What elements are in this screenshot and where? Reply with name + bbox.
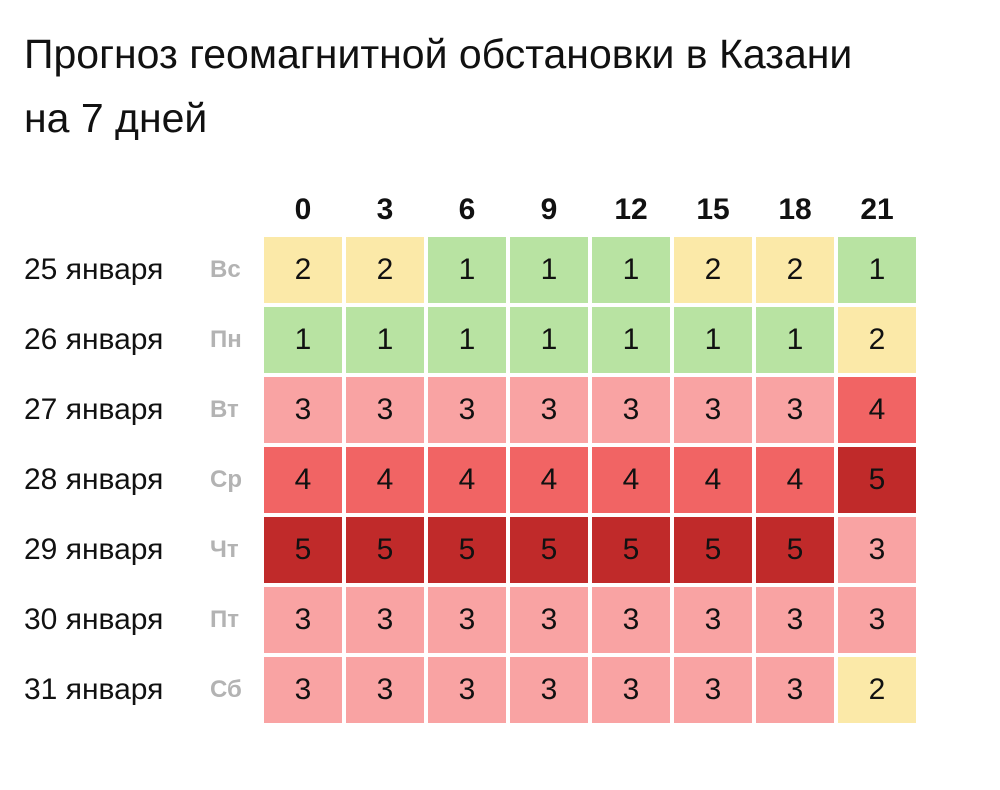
heatmap-cell: 5 — [838, 447, 916, 513]
heatmap-cell: 3 — [510, 657, 588, 723]
heatmap-cell: 4 — [674, 447, 752, 513]
hour-label: 9 — [540, 193, 558, 226]
heatmap-cell: 2 — [346, 237, 424, 303]
title-line-2: на 7 дней — [24, 95, 208, 141]
hour-label: 21 — [860, 193, 894, 226]
heatmap-cell: 3 — [592, 377, 670, 443]
heatmap-cell: 4 — [510, 447, 588, 513]
hour-label: 15 — [696, 193, 730, 226]
heatmap-cell: 2 — [838, 657, 916, 723]
heatmap-cell: 3 — [674, 377, 752, 443]
date-label: 30 января — [24, 603, 164, 636]
heatmap-cell: 1 — [428, 307, 506, 373]
heatmap-cell: 4 — [346, 447, 424, 513]
date-label: 25 января — [24, 253, 164, 286]
heatmap-cell: 1 — [510, 237, 588, 303]
heatmap-cell: 3 — [756, 377, 834, 443]
date-label: 27 января — [24, 393, 164, 426]
date-label: 28 января — [24, 463, 164, 496]
weekday-label: Вт — [210, 396, 239, 423]
heatmap-cell: 2 — [674, 237, 752, 303]
heatmap-cell: 5 — [346, 517, 424, 583]
heatmap-cell: 4 — [428, 447, 506, 513]
hour-label: 12 — [614, 193, 648, 226]
heatmap-cell: 3 — [510, 377, 588, 443]
heatmap-cell: 3 — [264, 587, 342, 653]
hour-label: 0 — [294, 193, 312, 226]
heatmap-cell: 5 — [510, 517, 588, 583]
heatmap-cell: 3 — [592, 587, 670, 653]
heatmap-cell: 1 — [674, 307, 752, 373]
heatmap-cell: 3 — [346, 377, 424, 443]
date-label: 31 января — [24, 673, 164, 706]
heatmap-cell: 2 — [264, 237, 342, 303]
title-line-1: Прогноз геомагнитной обстановки в Казани — [24, 31, 853, 77]
weekday-label: Вс — [210, 256, 241, 283]
heatmap-cell: 3 — [428, 377, 506, 443]
hour-label: 18 — [778, 193, 812, 226]
heatmap-cell: 3 — [510, 587, 588, 653]
heatmap-cell: 1 — [428, 237, 506, 303]
weekday-label: Ср — [210, 466, 242, 493]
weekday-label: Пт — [210, 606, 240, 633]
heatmap-cell: 4 — [838, 377, 916, 443]
heatmap-cell: 1 — [756, 307, 834, 373]
heatmap-cell: 5 — [756, 517, 834, 583]
heatmap-cell: 5 — [428, 517, 506, 583]
weekday-label: Чт — [210, 536, 239, 563]
heatmap-cell: 3 — [428, 657, 506, 723]
heatmap-cell: 1 — [346, 307, 424, 373]
heatmap-cell: 3 — [756, 587, 834, 653]
heatmap-cell: 4 — [592, 447, 670, 513]
date-label: 29 января — [24, 533, 164, 566]
heatmap-cell: 3 — [346, 587, 424, 653]
heatmap-cell: 3 — [264, 657, 342, 723]
page-title: Прогноз геомагнитной обстановки в Казани… — [24, 22, 984, 150]
heatmap-cell: 3 — [346, 657, 424, 723]
weekday-label: Сб — [210, 676, 242, 703]
hour-label: 6 — [458, 193, 476, 226]
heatmap-cell: 4 — [264, 447, 342, 513]
heatmap-cell: 3 — [838, 587, 916, 653]
heatmap-cell: 3 — [756, 657, 834, 723]
heatmap-cell: 5 — [264, 517, 342, 583]
heatmap-cell: 1 — [264, 307, 342, 373]
hour-label: 3 — [376, 193, 394, 226]
heatmap-cell: 1 — [838, 237, 916, 303]
heatmap-cell: 5 — [674, 517, 752, 583]
heatmap-cell: 1 — [592, 307, 670, 373]
heatmap-cell: 1 — [510, 307, 588, 373]
heatmap-cell: 3 — [264, 377, 342, 443]
heatmap-cell: 5 — [592, 517, 670, 583]
heatmap-cell: 2 — [756, 237, 834, 303]
heatmap-cell: 2 — [838, 307, 916, 373]
heatmap-cell: 3 — [838, 517, 916, 583]
heatmap-cell: 3 — [428, 587, 506, 653]
heatmap-cell: 3 — [592, 657, 670, 723]
heatmap-cell: 3 — [674, 657, 752, 723]
weekday-label: Пн — [210, 326, 242, 353]
heatmap-cell: 1 — [592, 237, 670, 303]
heatmap-cell: 4 — [756, 447, 834, 513]
date-label: 26 января — [24, 323, 164, 356]
heatmap-cell: 3 — [674, 587, 752, 653]
